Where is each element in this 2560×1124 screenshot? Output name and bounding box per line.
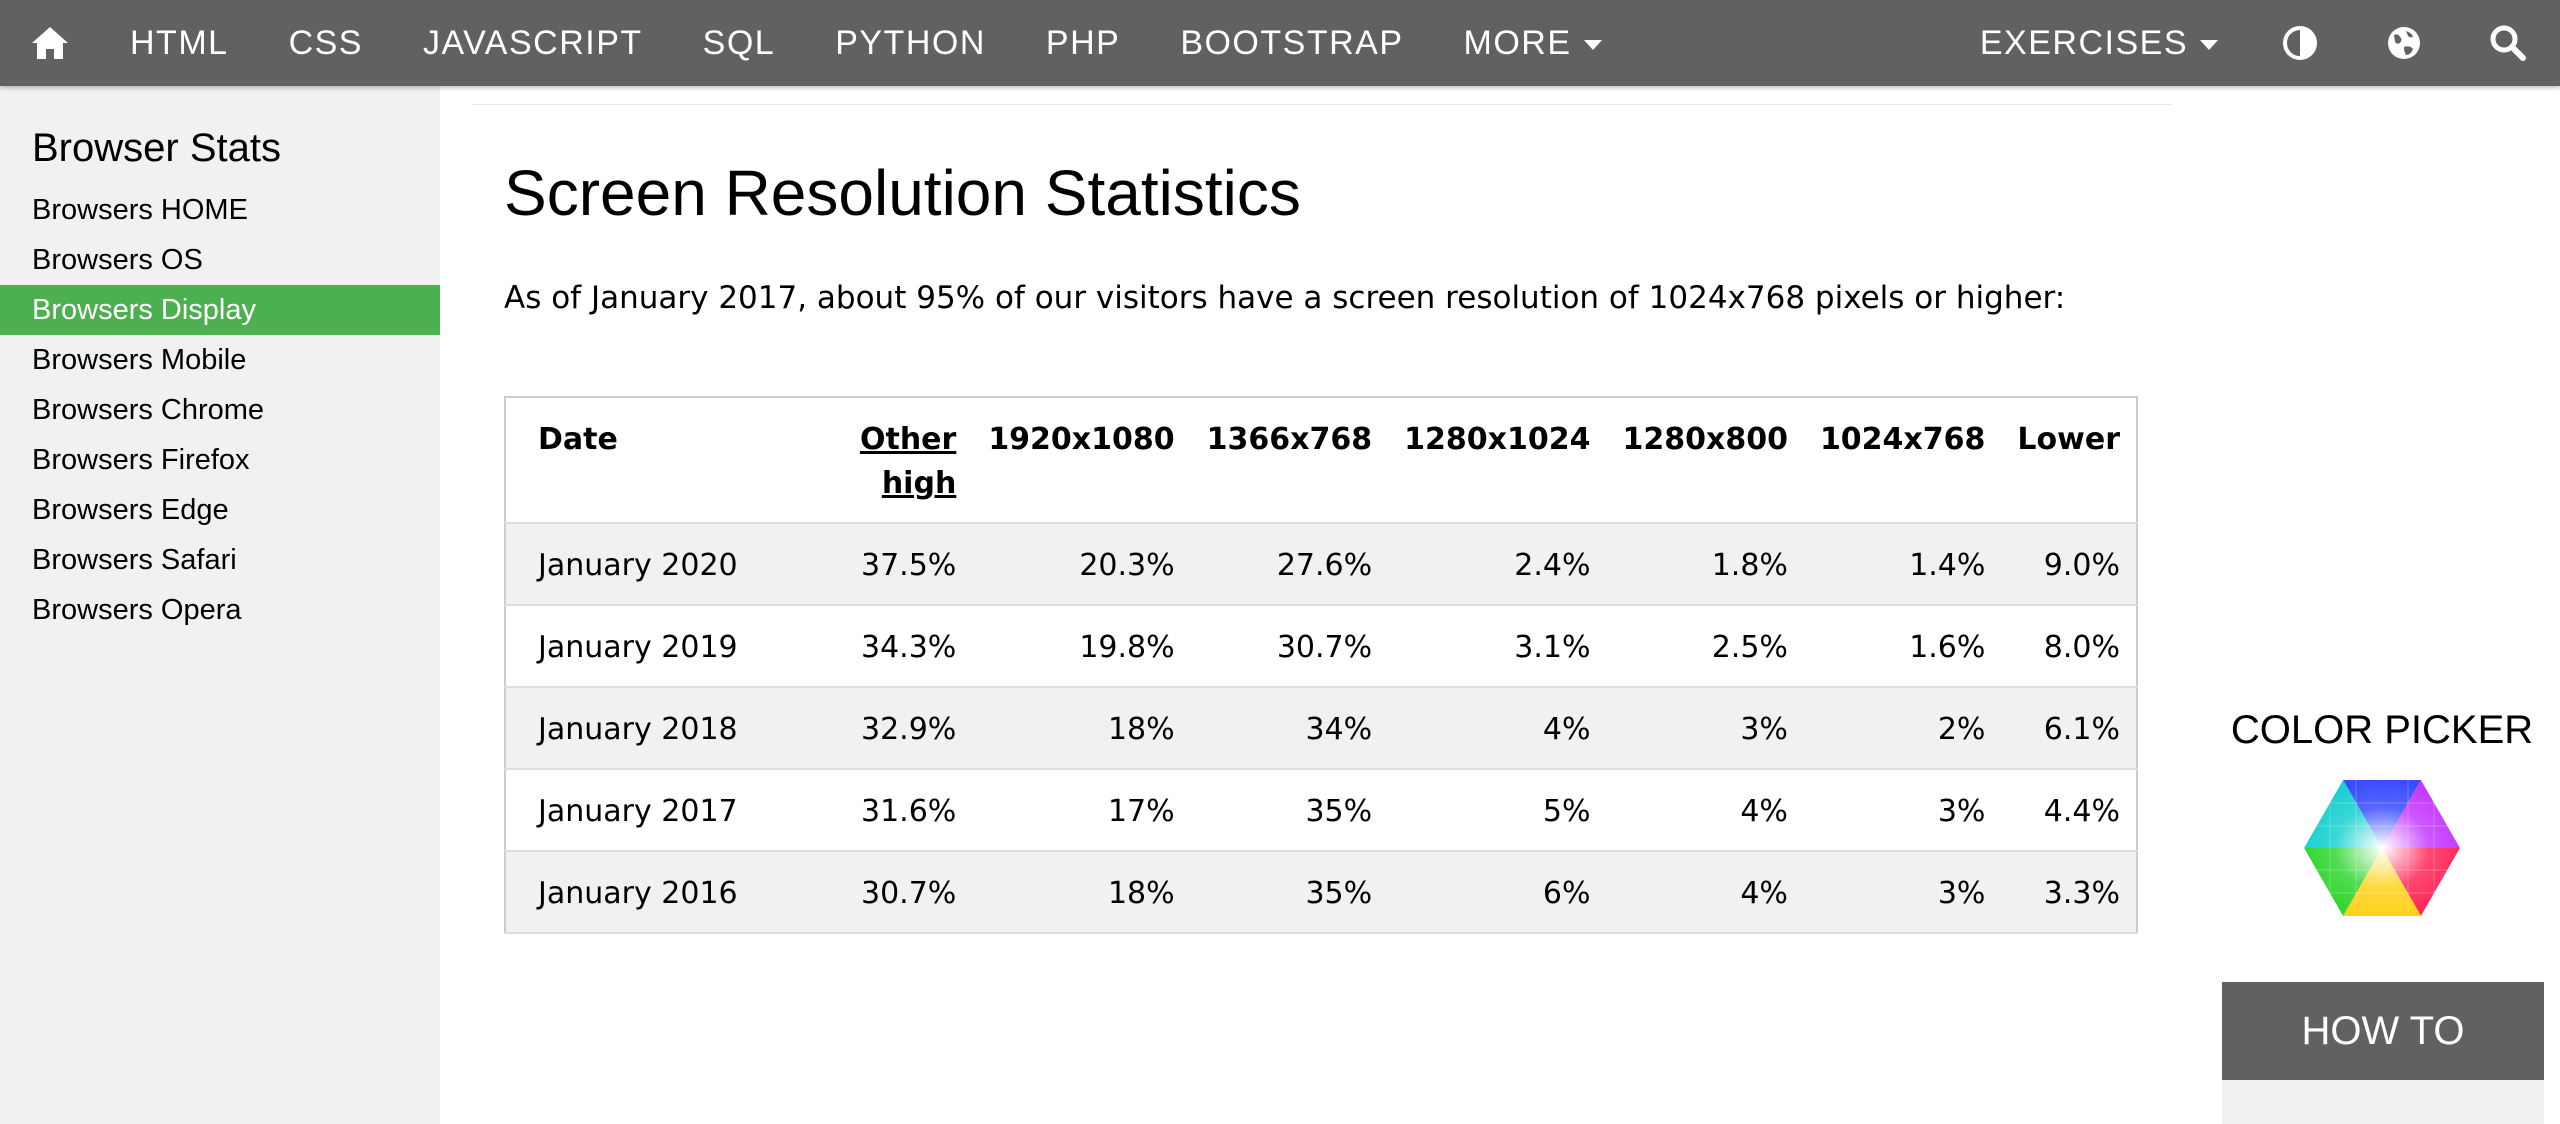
table-cell: 8.0% — [2043, 630, 2120, 665]
column-header: 1366x768 — [1206, 422, 1373, 457]
table-cell-date: January 2018 — [538, 712, 738, 747]
how-to-label: HOW TO — [2301, 1008, 2465, 1053]
table-cell: 6.1% — [2043, 712, 2120, 747]
nav-bootstrap[interactable]: BOOTSTRAP — [1180, 23, 1404, 62]
main-content: Screen Resolution Statistics As of Janua… — [440, 86, 2204, 1124]
table-cell: 19.8% — [1079, 630, 1175, 665]
table-cell: 2% — [1937, 712, 1986, 747]
sidebar-item-browsers-opera[interactable]: Browsers Opera — [32, 594, 242, 626]
nav-html[interactable]: HTML — [130, 23, 229, 62]
sidebar-item-browsers-safari[interactable]: Browsers Safari — [32, 544, 237, 576]
table-cell: 9.0% — [2043, 548, 2120, 583]
color-picker-icon[interactable] — [2304, 780, 2460, 916]
table-cell: 3% — [1937, 876, 1986, 911]
table-cell: 20.3% — [1079, 548, 1175, 583]
table-cell: 30.7% — [1276, 630, 1373, 665]
column-header: 1280x1024 — [1404, 422, 1591, 457]
sidebar-item-browsers-home[interactable]: Browsers HOME — [32, 194, 248, 226]
table-row: January 2016 30.7% 18% 35% 6% 4% 3% 3.3% — [505, 851, 2137, 933]
sidebar-item-browsers-os[interactable]: Browsers OS — [32, 244, 203, 276]
nav-sql[interactable]: SQL — [702, 23, 776, 62]
intro-text: As of January 2017, about 95% of our vis… — [504, 280, 2066, 316]
table-cell: 1.6% — [1909, 630, 1986, 665]
resolution-table: Date Other high 1920x1080 1366x768 1280x… — [504, 396, 2138, 934]
table-cell: 4.4% — [2043, 794, 2120, 829]
table-cell-date: January 2016 — [538, 876, 738, 911]
table-cell: 34.3% — [861, 630, 957, 665]
nav-exercises-label: EXERCISES — [1979, 23, 2188, 62]
sidebar-item-browsers-chrome[interactable]: Browsers Chrome — [32, 394, 265, 426]
column-header-link[interactable]: Other high — [859, 422, 957, 501]
table-cell: 37.5% — [861, 548, 957, 583]
translate-button[interactable] — [2352, 0, 2456, 86]
table-cell: 30.7% — [861, 876, 957, 911]
top-navbar: HTML CSS JAVASCRIPT SQL PYTHON PHP BOOTS… — [0, 0, 2560, 86]
table-cell: 2.4% — [1514, 548, 1591, 583]
table-cell: 32.9% — [861, 712, 957, 747]
page-title: Screen Resolution Statistics — [504, 157, 1301, 229]
sidebar-item-browsers-firefox[interactable]: Browsers Firefox — [32, 444, 250, 476]
color-picker-title: COLOR PICKER — [2230, 708, 2534, 752]
search-button[interactable] — [2456, 0, 2560, 86]
caret-down-icon — [1583, 40, 1602, 50]
table-cell-date: January 2017 — [538, 794, 738, 829]
table-cell: 17% — [1107, 794, 1175, 829]
column-header: Date — [538, 422, 618, 457]
table-cell: 3% — [1937, 794, 1986, 829]
table-cell: 6% — [1542, 876, 1591, 911]
globe-icon — [2388, 27, 2420, 59]
table-cell: 4% — [1740, 794, 1788, 829]
how-to-button[interactable]: HOW TO — [2222, 982, 2544, 1080]
table-cell: 5% — [1542, 794, 1591, 829]
divider — [472, 104, 2172, 105]
table-cell: 4% — [1740, 876, 1788, 911]
caret-down-icon — [2200, 40, 2218, 50]
sidebar-item-browsers-display[interactable]: Browsers Display — [0, 285, 440, 335]
table-cell-date: January 2020 — [538, 548, 738, 583]
column-header: 1280x800 — [1622, 422, 1788, 457]
table-cell: 35% — [1305, 794, 1373, 829]
table-cell: 3% — [1740, 712, 1788, 747]
table-row: January 2019 34.3% 19.8% 30.7% 3.1% 2.5%… — [505, 605, 2137, 687]
nav-python[interactable]: PYTHON — [835, 23, 986, 62]
table-cell: 3.3% — [2043, 876, 2120, 911]
right-column: COLOR PICKER HOW TO — [2204, 86, 2560, 1124]
table-cell: 2.5% — [1711, 630, 1788, 665]
column-header: 1024x768 — [1819, 422, 1986, 457]
table-cell: 1.4% — [1909, 548, 1986, 583]
sidebar-title: Browser Stats — [32, 126, 281, 170]
home-button[interactable] — [0, 0, 100, 86]
nav-more-label: MORE — [1463, 23, 1572, 62]
column-header: 1920x1080 — [988, 422, 1175, 457]
table-cell: 1.8% — [1711, 548, 1788, 583]
nav-css[interactable]: CSS — [288, 23, 363, 62]
table-row: January 2017 31.6% 17% 35% 5% 4% 3% 4.4% — [505, 769, 2137, 851]
nav-more-dropdown[interactable]: MORE — [1434, 0, 1632, 86]
search-icon — [2490, 25, 2526, 61]
sidebar: Browser Stats Browsers HOME Browsers OS … — [0, 86, 440, 1124]
table-header-row: Date Other high 1920x1080 1366x768 1280x… — [505, 397, 2137, 523]
nav-php[interactable]: PHP — [1045, 23, 1121, 62]
theme-toggle-button[interactable] — [2248, 0, 2352, 86]
nav-exercises-dropdown[interactable]: EXERCISES — [1950, 0, 2248, 86]
table-cell: 27.6% — [1276, 548, 1373, 583]
sidebar-item-browsers-mobile[interactable]: Browsers Mobile — [32, 344, 247, 376]
table-cell: 34% — [1305, 712, 1373, 747]
table-cell: 31.6% — [861, 794, 957, 829]
table-row: January 2018 32.9% 18% 34% 4% 3% 2% 6.1% — [505, 687, 2137, 769]
contrast-icon — [2283, 26, 2317, 60]
nav-javascript[interactable]: JAVASCRIPT — [422, 23, 643, 62]
table-cell: 3.1% — [1514, 630, 1591, 665]
how-to-panel — [2222, 1080, 2544, 1124]
table-cell: 18% — [1107, 876, 1175, 911]
table-cell: 18% — [1107, 712, 1175, 747]
table-cell: 35% — [1305, 876, 1373, 911]
home-icon — [32, 27, 68, 59]
column-header: Lower — [2017, 422, 2120, 457]
table-row: January 2020 37.5% 20.3% 27.6% 2.4% 1.8%… — [505, 523, 2137, 605]
table-cell: 4% — [1542, 712, 1591, 747]
sidebar-item-browsers-edge[interactable]: Browsers Edge — [32, 494, 229, 526]
table-cell-date: January 2019 — [538, 630, 738, 665]
